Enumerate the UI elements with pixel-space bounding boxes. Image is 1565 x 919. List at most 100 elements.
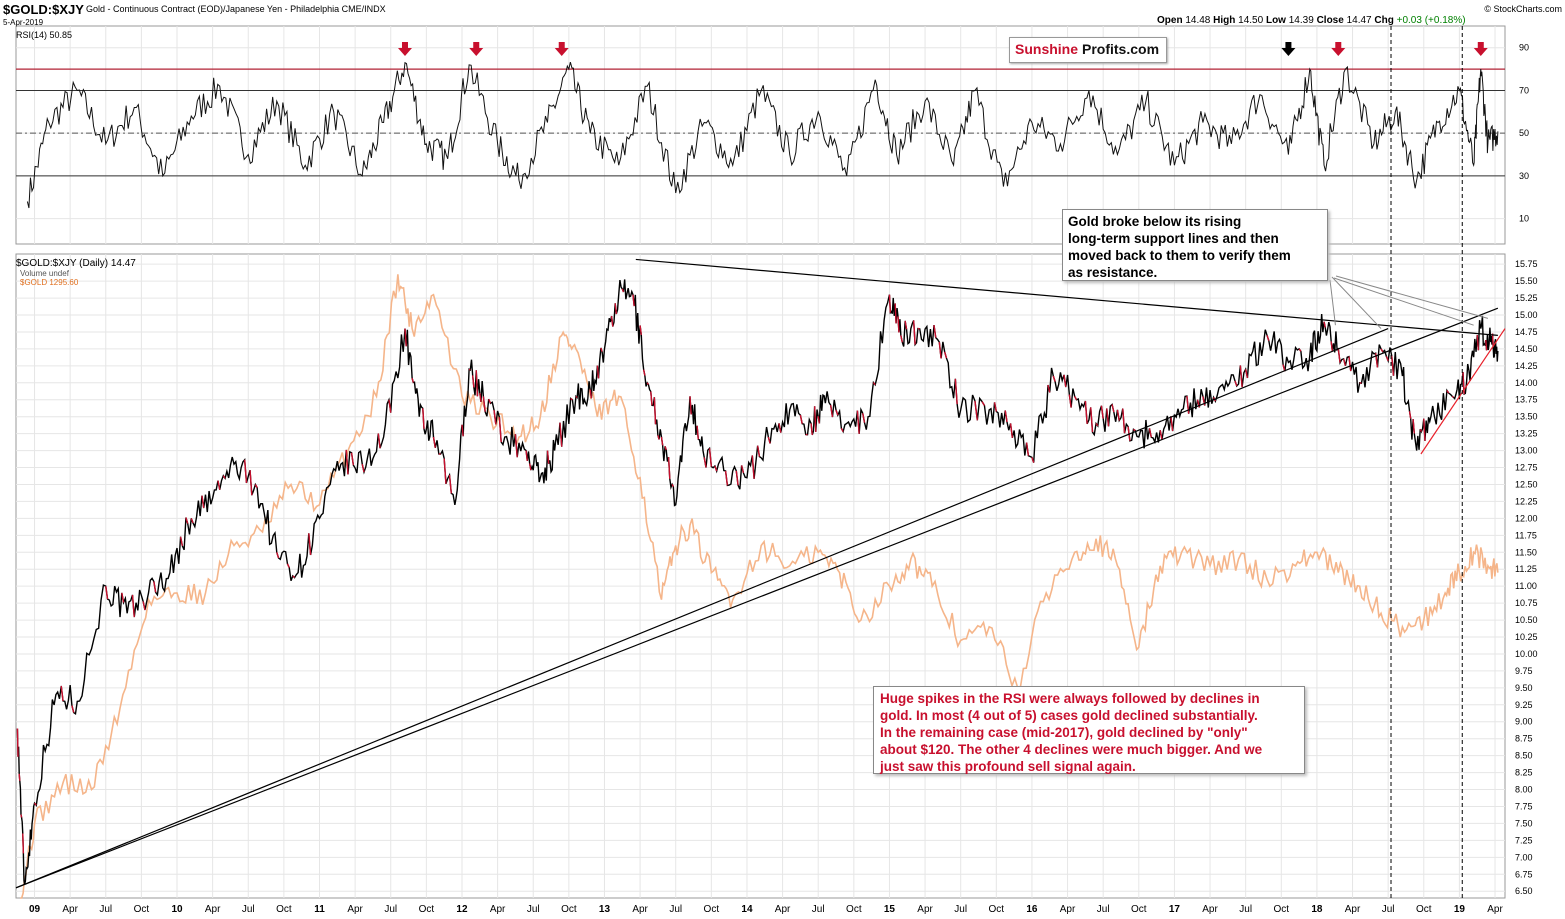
ratio-decline-segment bbox=[1330, 341, 1334, 352]
red-arrow-icon bbox=[469, 42, 484, 56]
chg-value: +0.03 (+0.18%) bbox=[1396, 15, 1466, 26]
ratio-decline-segment bbox=[1485, 340, 1488, 351]
ratio-decline-segment bbox=[650, 391, 653, 406]
ratio-decline-segment bbox=[1244, 369, 1249, 379]
x-tick-label: Oct bbox=[989, 904, 1005, 915]
chg-label: Chg bbox=[1374, 15, 1394, 26]
ratio-decline-segment bbox=[1122, 408, 1126, 434]
support-note-line: long-term support lines and then bbox=[1068, 231, 1279, 246]
callout-pointer-line bbox=[1329, 279, 1336, 326]
rsi-panel: 10 30 50 70 90 bbox=[15, 25, 1529, 245]
ratio-decline-segment bbox=[974, 400, 979, 421]
red-arrow-icon bbox=[1331, 42, 1346, 56]
x-tick-label: Oct bbox=[1131, 904, 1147, 915]
ratio-decline-segment bbox=[778, 423, 782, 433]
rsi-legend-text: RSI(14) 50.85 bbox=[16, 30, 73, 40]
ratio-decline-segment bbox=[179, 536, 184, 547]
ratio-decline-segment bbox=[16, 728, 19, 757]
ratio-decline-segment bbox=[600, 347, 603, 352]
open-value: 14.48 bbox=[1185, 15, 1211, 26]
ratio-decline-segment bbox=[1068, 394, 1072, 408]
price-tick-label: 11.50 bbox=[1515, 547, 1537, 557]
ratio-decline-segment bbox=[1380, 348, 1384, 353]
close-value: 14.47 bbox=[1346, 15, 1372, 26]
rsi-tick-label: 70 bbox=[1519, 85, 1529, 95]
logo-part-sunshine: Sunshine bbox=[1015, 41, 1079, 57]
ratio-decline-segment bbox=[33, 802, 37, 806]
ratio-decline-segment bbox=[432, 436, 436, 448]
rsi-legend: RSI(14) 50.85 bbox=[16, 30, 72, 40]
ratio-decline-segment bbox=[912, 320, 916, 345]
ratio-decline-segment bbox=[1412, 419, 1415, 434]
price-tick-label: 9.25 bbox=[1515, 700, 1533, 710]
ratio-decline-segment bbox=[646, 382, 649, 385]
ratio-decline-segment bbox=[610, 315, 614, 327]
ratio-decline-segment bbox=[361, 463, 365, 473]
ratio-decline-segment bbox=[751, 455, 755, 479]
ratio-decline-segment bbox=[422, 408, 425, 429]
x-tick-label: 17 bbox=[1169, 904, 1181, 915]
x-tick-label: Oct bbox=[561, 904, 577, 915]
high-value: 14.50 bbox=[1238, 15, 1264, 26]
red-arrow-icon bbox=[554, 42, 569, 56]
ratio-decline-segment bbox=[1052, 375, 1056, 382]
price-tick-label: 13.25 bbox=[1515, 429, 1538, 439]
ratio-decline-segment bbox=[1298, 348, 1302, 352]
x-tick-label: 15 bbox=[884, 904, 896, 915]
ratio-decline-segment bbox=[254, 484, 258, 488]
x-tick-label: Jul bbox=[1382, 904, 1395, 915]
ratio-decline-segment bbox=[1133, 428, 1136, 432]
ratio-decline-segment bbox=[1419, 428, 1423, 432]
ratio-decline-segment bbox=[1323, 321, 1326, 328]
price-tick-label: 14.25 bbox=[1515, 361, 1538, 371]
ratio-decline-segment bbox=[589, 389, 593, 399]
x-tick-label: 13 bbox=[599, 904, 611, 915]
rsi-tick-label: 90 bbox=[1519, 43, 1529, 53]
ratio-decline-segment bbox=[767, 436, 771, 444]
ratio-decline-segment bbox=[468, 368, 471, 371]
ratio-decline-segment bbox=[621, 288, 625, 293]
ratio-decline-segment bbox=[689, 396, 692, 415]
ratio-decline-segment bbox=[835, 409, 839, 416]
ratio-decline-segment bbox=[1423, 418, 1426, 441]
price-tick-label: 13.75 bbox=[1515, 395, 1538, 405]
ratio-decline-segment bbox=[308, 533, 312, 556]
rsi-note-line: In the remaining case (mid-2017), gold d… bbox=[880, 725, 1248, 740]
price-tick-label: 14.50 bbox=[1515, 344, 1538, 354]
x-tick-label: Jul bbox=[1097, 904, 1110, 915]
ratio-series-line bbox=[16, 279, 1499, 885]
price-tick-label: 13.50 bbox=[1515, 412, 1538, 422]
ratio-decline-segment bbox=[1186, 395, 1190, 414]
price-legend-ratio: $GOLD:$XJY (Daily) 14.47 bbox=[16, 258, 136, 269]
price-tick-label: 7.50 bbox=[1515, 818, 1533, 828]
ratio-decline-segment bbox=[660, 436, 664, 446]
x-tick-label: Jul bbox=[384, 904, 397, 915]
support-note-line: as resistance. bbox=[1068, 265, 1158, 280]
price-tick-label: 7.25 bbox=[1515, 835, 1533, 845]
ratio-decline-segment bbox=[1476, 334, 1480, 351]
x-tick-label: Jul bbox=[812, 904, 825, 915]
ratio-decline-segment bbox=[954, 378, 958, 405]
price-tick-label: 8.00 bbox=[1515, 785, 1533, 795]
ratio-decline-segment bbox=[810, 423, 813, 435]
ratio-decline-segment bbox=[471, 375, 475, 388]
rsi-annotation: Huge spikes in the RSI were always follo… bbox=[873, 686, 1305, 774]
ratio-decline-segment bbox=[479, 393, 482, 402]
ratio-decline-segment bbox=[657, 435, 660, 440]
ratio-decline-segment bbox=[71, 705, 75, 713]
ratio-decline-segment bbox=[664, 446, 667, 451]
chart-date: 5-Apr-2019 bbox=[3, 18, 44, 27]
ratio-decline-segment bbox=[632, 294, 635, 307]
x-tick-label: Jul bbox=[1239, 904, 1252, 915]
ratio-decline-segment bbox=[217, 480, 221, 490]
ratio-decline-segment bbox=[696, 425, 699, 440]
x-tick-label: Jul bbox=[99, 904, 112, 915]
x-tick-label: Apr bbox=[1202, 904, 1218, 915]
ratio-decline-segment bbox=[817, 416, 821, 424]
ratio-decline-segment bbox=[671, 484, 674, 487]
price-tick-label: 7.75 bbox=[1515, 801, 1533, 811]
ratio-decline-segment bbox=[813, 406, 817, 432]
x-tick-label: 10 bbox=[171, 904, 183, 915]
rsi-frame bbox=[15, 25, 1506, 245]
open-label: Open bbox=[1157, 15, 1183, 26]
